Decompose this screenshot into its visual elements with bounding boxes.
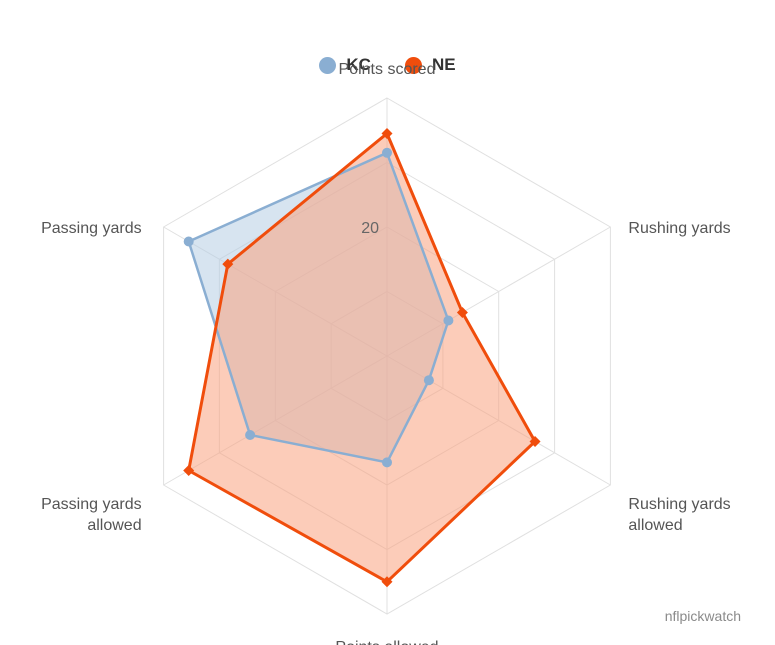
legend-label-ne: NE	[431, 55, 456, 74]
axis-label-line: Passing yards	[41, 220, 142, 237]
credit-text: nflpickwatch	[664, 608, 741, 624]
axis-label-line: allowed	[87, 517, 141, 534]
axis-label-line: Rushing yards	[628, 496, 730, 513]
axis-label-4: Passing yards allowed	[41, 496, 142, 534]
axis-label-line: Points scored	[339, 61, 436, 78]
data-point-ne-3	[381, 576, 393, 588]
axis-label-line: Rushing yards	[628, 220, 730, 237]
data-point-ne-4	[183, 464, 195, 476]
data-point-ne-1	[456, 306, 468, 318]
axis-label-3: Points allowed	[335, 639, 438, 645]
chart-legend: KC NE	[0, 52, 775, 78]
legend-label-kc: KC	[346, 55, 371, 74]
axis-label-0: Points scored	[339, 61, 436, 78]
data-point-kc-0	[382, 147, 392, 158]
data-point-ne-0	[381, 127, 393, 139]
data-point-kc-2	[423, 375, 434, 386]
data-point-ne-2	[529, 435, 541, 447]
data-point-kc-4	[245, 430, 256, 440]
data-point-kc-1	[443, 315, 454, 326]
series-area-ne	[188, 133, 535, 582]
legend-item-kc[interactable]: KC	[319, 55, 371, 75]
data-point-kc-3	[382, 457, 392, 468]
legend-item-ne[interactable]: NE	[404, 55, 456, 75]
legend-marker-kc	[319, 56, 337, 74]
data-point-kc-5	[183, 236, 194, 247]
axis-label-line: allowed	[628, 517, 682, 534]
legend-marker-ne	[404, 56, 422, 74]
axis-label-1: Rushing yards	[628, 220, 730, 237]
axis-label-line: Points allowed	[335, 639, 438, 645]
axis-label-2: Rushing yards allowed	[628, 496, 730, 534]
axis-label-line: Passing yards	[41, 496, 142, 513]
radial-tick-label-0: 20	[361, 220, 379, 237]
axis-label-5: Passing yards	[41, 220, 142, 237]
data-point-ne-5	[222, 258, 234, 270]
